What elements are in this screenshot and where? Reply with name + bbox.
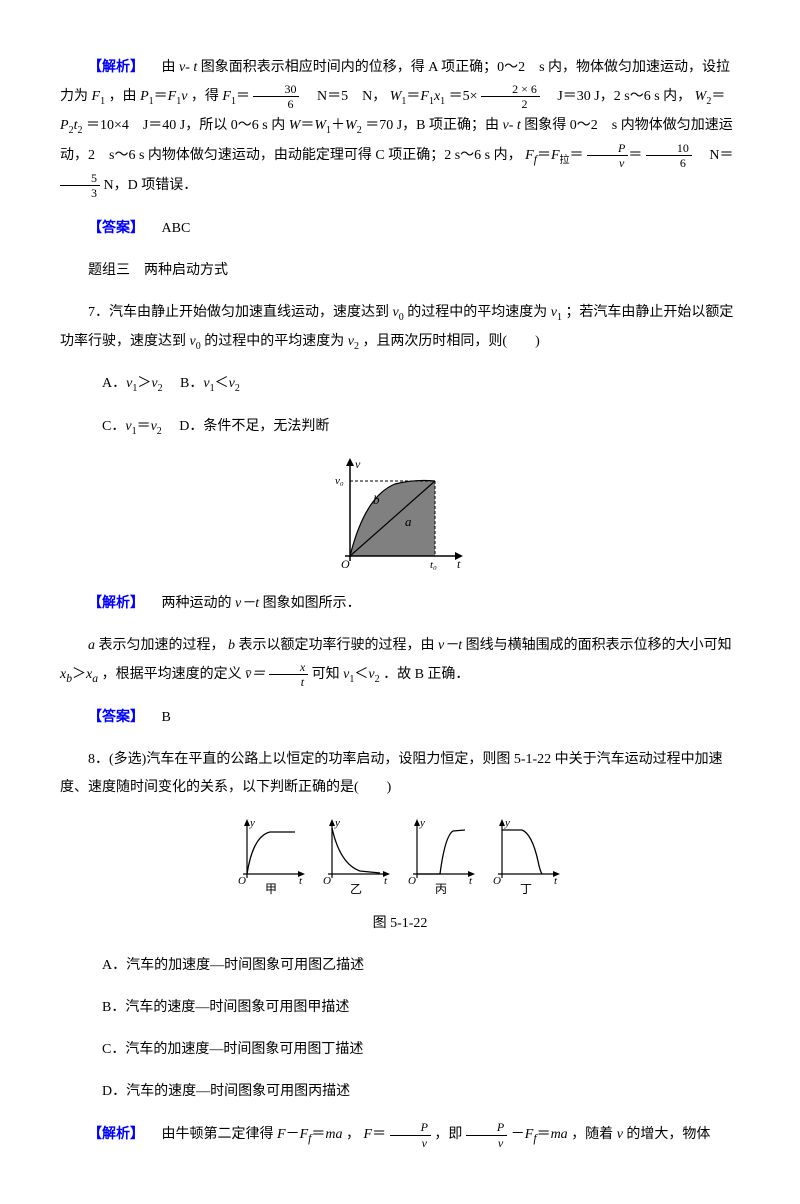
- svg-text:t: t: [457, 557, 461, 571]
- svg-text:O: O: [493, 875, 501, 887]
- q7-options-cd: C．v1＝v2 D．条件不足，无法判断: [60, 413, 740, 442]
- fraction-26-2: 2 × 62: [481, 82, 540, 112]
- svg-text:v: v: [355, 457, 361, 471]
- q8-stem: 8．(多选)汽车在平直的公路上以恒定的功率启动，设阻力恒定，则图 5-1-22 …: [60, 746, 740, 802]
- q8-caption: 图 5-1-22: [60, 910, 740, 938]
- svg-text:t: t: [384, 875, 388, 887]
- fraction-10-6: 106: [646, 141, 692, 171]
- q6-answer: 【答案】 ABC: [60, 215, 740, 243]
- svg-text:丁: 丁: [520, 882, 532, 896]
- svg-text:t₀: t₀: [430, 559, 437, 571]
- svg-text:O: O: [408, 875, 416, 887]
- q8-optA: A．汽车的加速度—时间图象可用图乙描述: [60, 952, 740, 980]
- group3-title: 题组三 两种启动方式: [60, 257, 740, 285]
- analysis-label: 【解析】: [88, 60, 144, 75]
- svg-text:t: t: [469, 875, 473, 887]
- svg-text:v₀: v₀: [335, 475, 344, 487]
- q8-optB: B．汽车的速度—时间图象可用图甲描述: [60, 994, 740, 1022]
- svg-text:b: b: [373, 492, 380, 507]
- q7-stem: 7．汽车由静止开始做匀加速直线运动，速度达到 v0 的过程中的平均速度为 v1 …: [60, 299, 740, 357]
- q7-graph: v v₀ t t₀ O a b: [325, 456, 475, 576]
- fraction-5-3: 53: [60, 171, 100, 201]
- q7-analysis-2: a 表示匀加速的过程， b 表示以额定功率行驶的过程，由 v－t 图线与横轴围成…: [60, 632, 740, 690]
- svg-text:y: y: [334, 817, 340, 829]
- q8-figure: y t O 甲 y t O 乙 y t O 丙 y t O 丁: [60, 816, 740, 896]
- fraction-30-6: 306: [253, 82, 299, 112]
- svg-text:y: y: [249, 817, 255, 829]
- q8-optC: C．汽车的加速度—时间图象可用图丁描述: [60, 1036, 740, 1064]
- svg-text:O: O: [341, 557, 350, 571]
- svg-text:t: t: [554, 875, 558, 887]
- svg-text:y: y: [504, 817, 510, 829]
- q6-analysis: 【解析】 由 v- t 图象面积表示相应时间内的位移，得 A 项正确；0～2 s…: [60, 54, 740, 201]
- svg-text:甲: 甲: [265, 882, 277, 896]
- q8-analysis: 【解析】 由牛顿第二定律得 F－Ff＝ma ， F＝ Pv ，即 Pv －Ff＝…: [60, 1120, 740, 1150]
- q8-optD: D．汽车的速度—时间图象可用图丙描述: [60, 1078, 740, 1106]
- svg-text:a: a: [405, 514, 412, 529]
- q7-answer: 【答案】 B: [60, 704, 740, 732]
- q7-options-ab: A．v1＞v2 B．v1＜v2: [60, 370, 740, 399]
- q7-analysis: 【解析】 两种运动的 v－t 图象如图所示．: [60, 590, 740, 618]
- svg-text:t: t: [299, 875, 303, 887]
- svg-text:丙: 丙: [435, 882, 447, 896]
- svg-text:y: y: [419, 817, 425, 829]
- svg-text:乙: 乙: [350, 882, 362, 896]
- svg-text:O: O: [238, 875, 246, 887]
- svg-text:O: O: [323, 875, 331, 887]
